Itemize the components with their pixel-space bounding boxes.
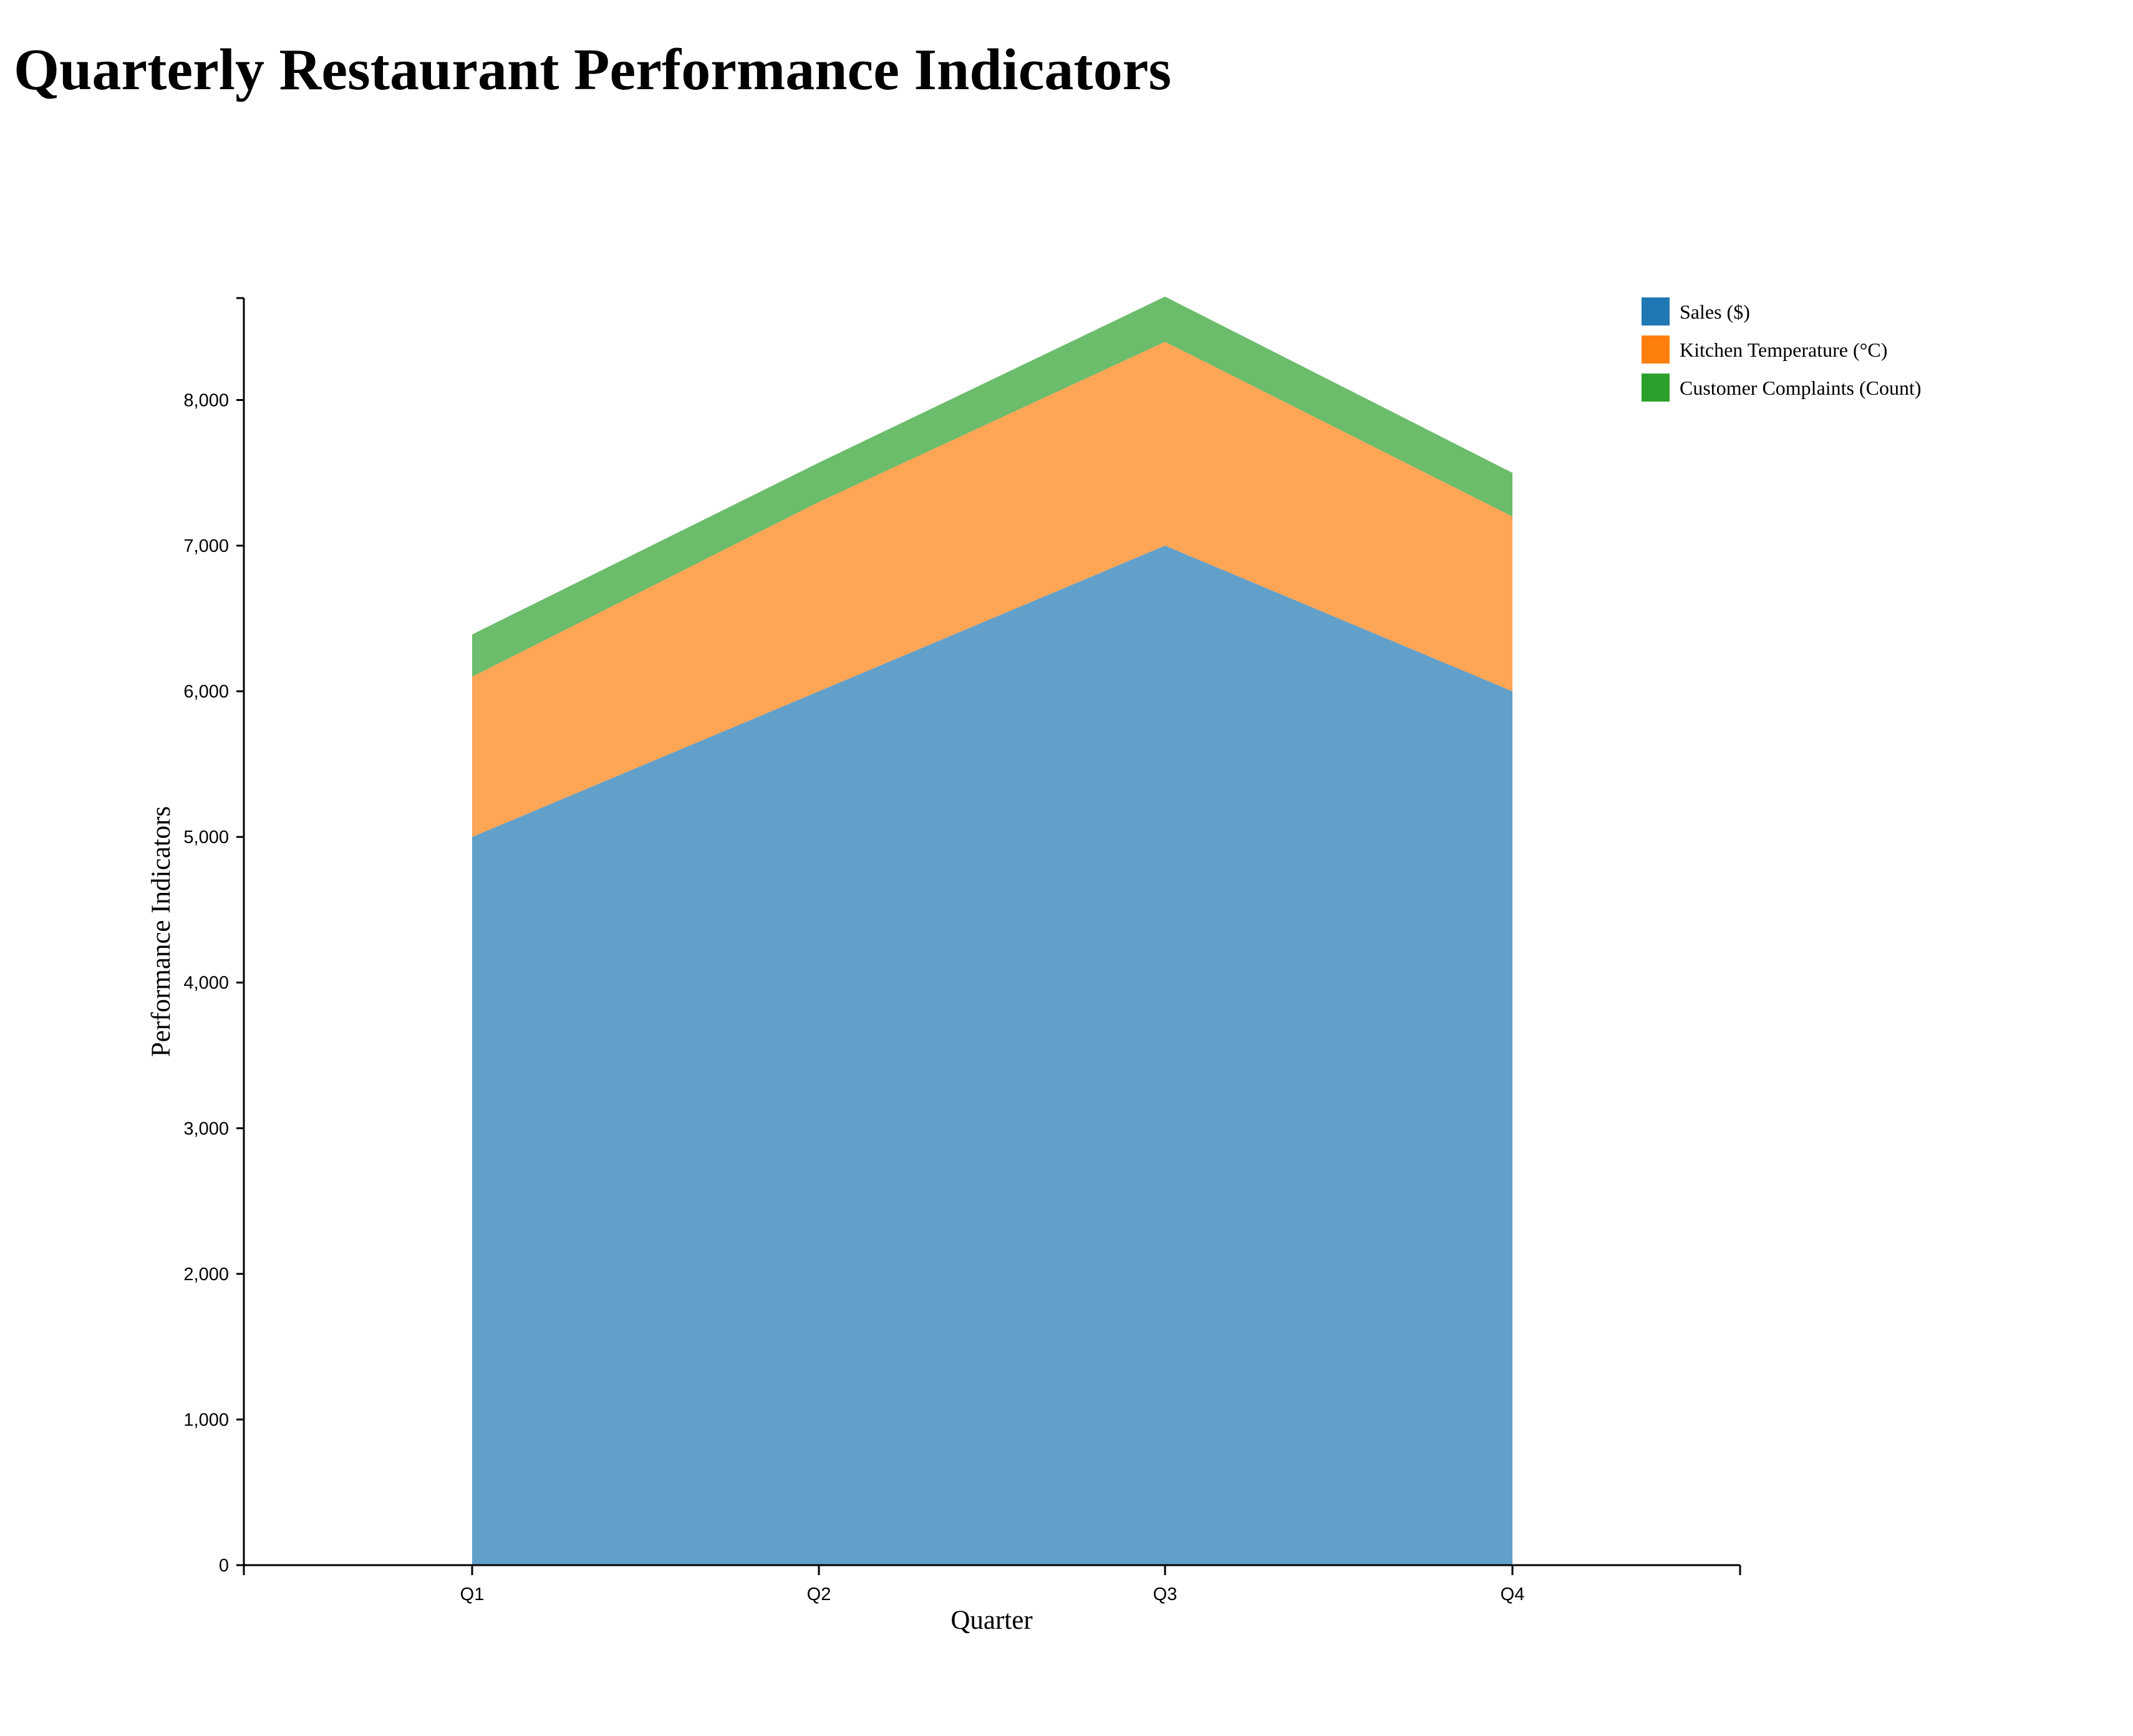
y-tick-label: 5,000 — [183, 827, 229, 847]
legend-label: Sales ($) — [1680, 301, 1750, 323]
legend-swatch — [1642, 335, 1670, 364]
y-tick-label: 6,000 — [183, 682, 229, 702]
x-tick-label: Q2 — [807, 1584, 831, 1604]
legend-swatch — [1642, 374, 1670, 402]
axes-layer: 0 1,000 2,000 3,000 4,000 5,000 6,000 7,000 8,00… — [183, 297, 1741, 1604]
areas-layer — [472, 296, 1512, 1565]
legend-swatch — [1642, 297, 1670, 326]
x-ticks: Q1 Q2 Q3 Q4 — [243, 1565, 1741, 1604]
y-tick-label: 4,000 — [183, 973, 229, 993]
legend-label: Kitchen Temperature (°C) — [1680, 339, 1887, 361]
x-axis-title: Quarter — [950, 1606, 1032, 1635]
area-series-2 — [472, 342, 1512, 837]
x-tick-label: Q4 — [1501, 1584, 1525, 1604]
x-tick-label: Q3 — [1153, 1584, 1178, 1604]
chart-title: Quarterly Restaurant Performance Indicat… — [14, 37, 1172, 102]
area-series-1 — [472, 546, 1512, 1565]
x-tick-label: Q1 — [460, 1584, 485, 1604]
y-tick-label: 8,000 — [183, 390, 229, 410]
y-tick-label: 2,000 — [183, 1265, 229, 1285]
y-tick-label: 7,000 — [183, 536, 229, 556]
y-tick-label: 1,000 — [183, 1410, 229, 1430]
y-axis-title: Performance Indicators — [147, 806, 176, 1057]
y-tick-label: 0 — [219, 1556, 229, 1576]
legend: Sales ($) Kitchen Temperature (°C) Custome… — [1642, 297, 1922, 402]
legend-label: Customer Complaints (Count) — [1680, 377, 1922, 399]
y-tick-label: 3,000 — [183, 1119, 229, 1139]
y-ticks: 0 1,000 2,000 3,000 4,000 5,000 6,000 7,000 8,00… — [183, 297, 244, 1576]
